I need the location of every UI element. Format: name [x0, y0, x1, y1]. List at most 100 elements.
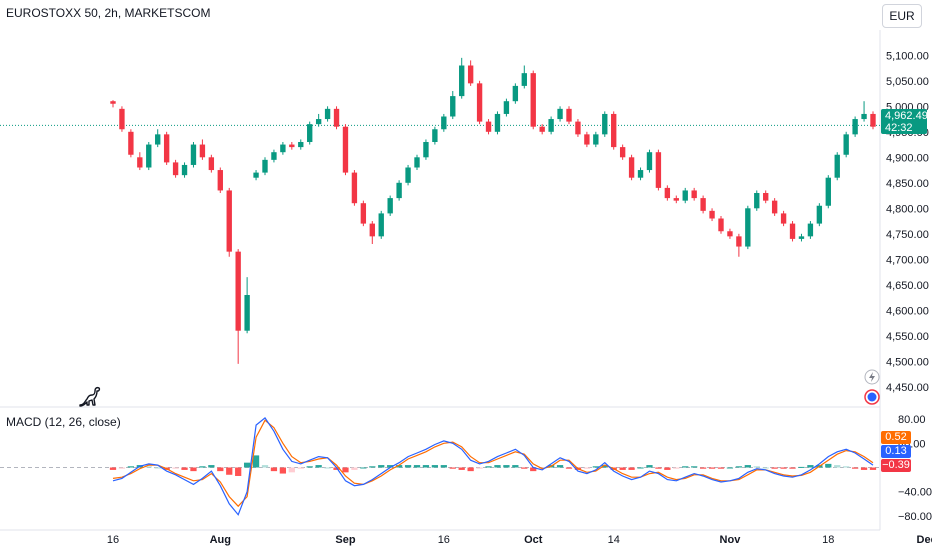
- macd-histogram-bar: [181, 467, 188, 470]
- macd-histogram-bar: [628, 467, 635, 470]
- macd-signal-badge: 0.52: [881, 431, 911, 444]
- candle-body: [253, 172, 259, 178]
- price-tick-label: 4,650.00: [886, 280, 929, 292]
- candle-body: [414, 157, 420, 168]
- macd-histogram-bar: [190, 467, 197, 472]
- macd-histogram-bar: [565, 467, 573, 469]
- macd-histogram-bar: [270, 467, 278, 472]
- macd-histogram-bar: [208, 465, 215, 468]
- macd-histogram-bar: [261, 465, 269, 468]
- lightning-icon[interactable]: [864, 369, 880, 385]
- candle-body: [423, 142, 429, 158]
- last-price-value: 4,962.49: [885, 110, 928, 122]
- globe-alert-icon[interactable]: [864, 389, 880, 405]
- candle-body: [834, 154, 840, 178]
- macd-histogram-bar: [825, 463, 832, 468]
- last-price-badge: 4,962.49 42:32: [881, 109, 928, 134]
- macd-histogram-bar: [637, 467, 644, 469]
- candle-body: [342, 126, 349, 173]
- macd-histogram-bar: [744, 465, 751, 468]
- macd-histogram-bar: [592, 466, 599, 468]
- macd-histogram-bar: [235, 467, 242, 476]
- price-tick-label: 5,050.00: [886, 76, 929, 88]
- macd-histogram-bar: [682, 466, 689, 468]
- candle-body: [128, 131, 134, 155]
- macd-histogram-bar: [422, 465, 430, 468]
- candle-body: [155, 134, 161, 145]
- price-tick-label: 4,600.00: [886, 305, 929, 317]
- candle-body: [190, 144, 197, 165]
- candle-body: [271, 152, 277, 160]
- candle-body: [673, 198, 679, 201]
- price-tick-label: 4,500.00: [886, 356, 929, 368]
- candle-body: [432, 129, 438, 142]
- candle-body: [566, 108, 572, 122]
- macd-histogram-bar: [869, 467, 877, 470]
- candle-body: [619, 147, 626, 158]
- macd-histogram-bar: [807, 465, 814, 468]
- macd-tick-label: −80.00: [898, 511, 932, 523]
- macd-histogram-bar: [485, 466, 492, 468]
- macd-histogram-bar: [798, 466, 805, 468]
- macd-line: [112, 417, 874, 516]
- macd-histogram-bar: [753, 466, 760, 468]
- candle-body: [307, 124, 313, 142]
- candle-body: [405, 167, 411, 183]
- candle-body: [298, 142, 304, 148]
- candle-body: [646, 152, 653, 171]
- macd-histogram-bar: [521, 467, 528, 469]
- macd-histogram-bar: [601, 465, 608, 468]
- price-tick-label: 4,450.00: [886, 382, 929, 394]
- time-tick-label: 14: [608, 534, 620, 546]
- chart-title: EUROSTOXX 50, 2h, MARKETSCOM: [6, 6, 211, 20]
- candle-body: [503, 101, 510, 114]
- macd-histogram-bar: [664, 467, 671, 470]
- macd-histogram-bar: [333, 467, 340, 470]
- candle-body: [780, 213, 787, 224]
- candle-body: [852, 119, 858, 135]
- macd-histogram-bar: [127, 466, 135, 468]
- candle-body: [745, 208, 751, 247]
- macd-histogram-bar: [109, 467, 117, 470]
- candle-body: [628, 157, 635, 178]
- currency-button[interactable]: EUR: [882, 4, 922, 28]
- candle-body: [146, 144, 152, 168]
- macd-histogram-bar: [440, 465, 447, 468]
- candle-body: [691, 190, 697, 199]
- macd-histogram-bar: [172, 467, 179, 469]
- candle-body: [655, 152, 662, 188]
- time-tick-label: Nov: [720, 534, 742, 546]
- candle-body: [754, 193, 760, 209]
- macd-histogram-bar: [145, 466, 152, 468]
- macd-histogram-bar: [843, 466, 850, 468]
- macd-histogram-bar: [351, 467, 358, 470]
- price-tick-label: 4,700.00: [886, 254, 929, 266]
- candle-body: [244, 295, 250, 331]
- macd-histogram-bar: [726, 467, 734, 469]
- macd-histogram-bar: [699, 467, 707, 469]
- macd-histogram-bar: [297, 467, 304, 469]
- macd-histogram-bar: [315, 465, 322, 468]
- macd-histogram-bar: [404, 465, 412, 468]
- candle-body: [593, 134, 599, 145]
- candle-body: [324, 108, 331, 120]
- macd-tick-label: 80.00: [898, 414, 926, 426]
- macd-histogram-bar: [306, 466, 313, 468]
- candle-body: [476, 83, 483, 122]
- candle-body: [682, 190, 688, 201]
- macd-histogram-bar: [771, 467, 778, 469]
- macd-histogram-bar: [789, 467, 796, 469]
- macd-histogram-bar: [503, 465, 510, 468]
- candle-body: [181, 164, 188, 176]
- macd-histogram-bar: [324, 467, 331, 469]
- macd-histogram-bar: [467, 467, 474, 472]
- candle-body: [280, 144, 286, 153]
- price-tick-label: 5,100.00: [886, 50, 929, 62]
- macd-histogram-bar: [395, 465, 403, 468]
- candle-body: [459, 65, 465, 97]
- candle-body: [441, 116, 447, 130]
- candle-body: [807, 223, 814, 237]
- macd-histogram-bar: [369, 466, 376, 468]
